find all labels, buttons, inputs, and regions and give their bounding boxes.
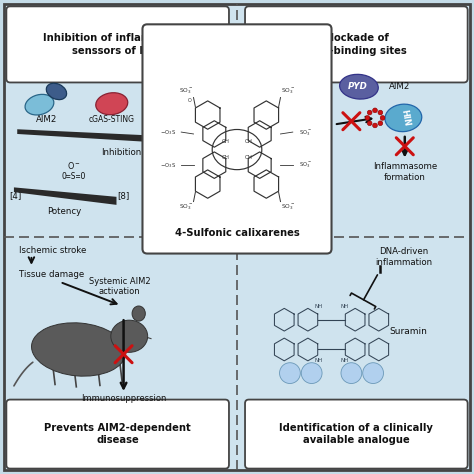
Text: Blockade of
DNA-binding sites: Blockade of DNA-binding sites	[305, 33, 407, 55]
Text: Prevents AIM2-dependent
disease: Prevents AIM2-dependent disease	[44, 423, 191, 446]
Text: O$^-$: O$^-$	[67, 160, 81, 171]
Text: NH: NH	[314, 304, 322, 310]
Text: Inflammasome
formation: Inflammasome formation	[373, 162, 437, 182]
Ellipse shape	[46, 83, 67, 100]
FancyBboxPatch shape	[6, 400, 229, 469]
Text: NH: NH	[341, 358, 349, 364]
Circle shape	[367, 110, 372, 115]
Circle shape	[341, 363, 362, 383]
Text: Systemic AIM2
activation: Systemic AIM2 activation	[89, 277, 151, 296]
Text: $\mathsf{-O_3S}$: $\mathsf{-O_3S}$	[160, 161, 176, 170]
Ellipse shape	[339, 74, 378, 99]
Text: OH: OH	[222, 155, 229, 160]
Text: HIN: HIN	[399, 109, 410, 127]
Polygon shape	[14, 187, 117, 205]
Circle shape	[378, 110, 383, 115]
Text: O: O	[188, 99, 191, 103]
Circle shape	[378, 121, 383, 126]
Ellipse shape	[32, 323, 126, 376]
Text: $\mathsf{SO_3^-}$: $\mathsf{SO_3^-}$	[299, 128, 312, 138]
Polygon shape	[17, 129, 220, 146]
Text: O=S=O: O=S=O	[62, 172, 86, 181]
Circle shape	[380, 116, 385, 120]
Text: PYD: PYD	[347, 82, 367, 91]
Text: Immunosuppression: Immunosuppression	[81, 394, 166, 403]
Text: [4]: [4]	[9, 191, 22, 200]
Text: OH: OH	[245, 155, 252, 160]
Ellipse shape	[96, 93, 128, 115]
Circle shape	[367, 121, 372, 126]
Text: $\mathsf{SO_3^-}$: $\mathsf{SO_3^-}$	[281, 87, 295, 96]
FancyBboxPatch shape	[143, 24, 331, 254]
Ellipse shape	[212, 129, 262, 170]
Text: NH: NH	[314, 358, 322, 364]
Ellipse shape	[385, 104, 422, 132]
Text: Inhibition of inflammatory
senssors of DNA: Inhibition of inflammatory senssors of D…	[43, 33, 192, 55]
Text: 4-Sulfonic calixarenes: 4-Sulfonic calixarenes	[174, 228, 300, 238]
Circle shape	[373, 108, 377, 113]
Circle shape	[280, 363, 301, 383]
Text: TLR9: TLR9	[174, 115, 196, 124]
Circle shape	[363, 363, 383, 383]
Text: DNA-driven
inflammation: DNA-driven inflammation	[375, 247, 432, 267]
FancyBboxPatch shape	[245, 400, 468, 469]
Text: $\mathsf{SO_3^-}$: $\mathsf{SO_3^-}$	[281, 203, 295, 212]
Text: $\mathsf{SO_3^-}$: $\mathsf{SO_3^-}$	[299, 160, 312, 170]
Text: dsDNA: dsDNA	[258, 85, 287, 94]
Ellipse shape	[132, 306, 146, 321]
Text: $\mathsf{-O_3S}$: $\mathsf{-O_3S}$	[160, 128, 176, 137]
Text: Ischemic stroke: Ischemic stroke	[18, 246, 86, 255]
Circle shape	[373, 123, 377, 128]
FancyBboxPatch shape	[245, 6, 468, 82]
FancyBboxPatch shape	[6, 6, 229, 82]
Text: OH: OH	[245, 139, 252, 144]
Text: [8]: [8]	[118, 191, 130, 200]
Text: AIM2: AIM2	[36, 115, 58, 124]
Text: cGAS-STING: cGAS-STING	[89, 115, 135, 124]
Text: $\mathsf{SO_3^-}$: $\mathsf{SO_3^-}$	[179, 87, 193, 96]
Text: NH: NH	[341, 304, 349, 310]
Text: Potency: Potency	[47, 207, 82, 216]
Text: AIM2: AIM2	[389, 82, 411, 91]
FancyBboxPatch shape	[4, 4, 470, 470]
Circle shape	[365, 116, 370, 120]
Ellipse shape	[173, 98, 192, 109]
Ellipse shape	[25, 94, 54, 115]
Ellipse shape	[111, 320, 148, 352]
Text: $\mathsf{SO_3^-}$: $\mathsf{SO_3^-}$	[179, 203, 193, 212]
Text: OH: OH	[222, 139, 229, 144]
Circle shape	[301, 363, 322, 383]
Text: Tissue damage: Tissue damage	[18, 270, 84, 279]
Text: Suramin: Suramin	[389, 327, 427, 336]
Text: Inhibition: Inhibition	[101, 148, 141, 157]
Circle shape	[161, 79, 209, 126]
Text: Identification of a clinically
available analogue: Identification of a clinically available…	[279, 423, 433, 446]
